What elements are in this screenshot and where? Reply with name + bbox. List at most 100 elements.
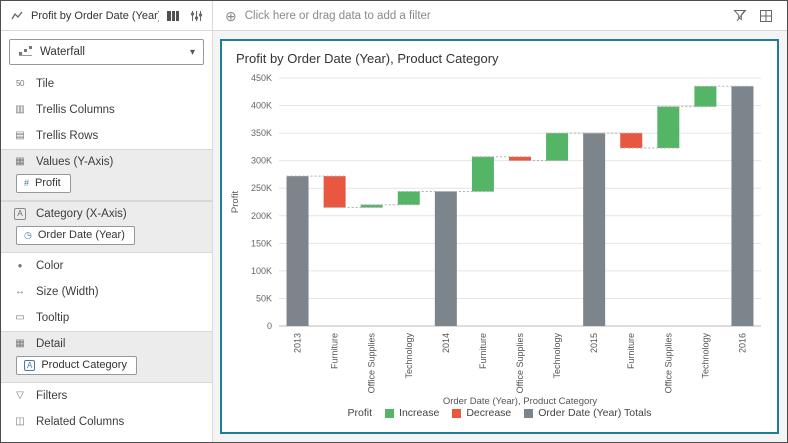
tooltip-icon: ▭: [15, 312, 25, 323]
sidebar-item-size-width[interactable]: ↔ Size (Width): [1, 279, 212, 305]
add-filter-icon[interactable]: ⊕: [225, 7, 237, 24]
filter-bar[interactable]: ⊕ Click here or drag data to add a filte…: [213, 1, 787, 30]
section-label: Category (X-Axis): [36, 208, 127, 220]
properties-panel-toggle-icon[interactable]: [187, 7, 205, 25]
legend-item[interactable]: Order Date (Year) Totals: [524, 407, 651, 419]
legend-label: Decrease: [466, 407, 512, 419]
sidebar-item-label: Related Columns: [36, 416, 125, 428]
legend-title: Profit: [347, 407, 373, 419]
waterfall-type-icon: [18, 45, 33, 59]
legend-label: Increase: [399, 407, 440, 419]
svg-text:2013: 2013: [293, 333, 303, 353]
filters-icon: ▽: [16, 390, 24, 401]
grid-icon: ▦: [15, 338, 25, 349]
svg-text:Office Supplies: Office Supplies: [515, 333, 525, 394]
svg-text:Profit: Profit: [230, 191, 241, 214]
category-pill-row: ◷ Order Date (Year): [1, 226, 212, 247]
viz-type-dropdown[interactable]: Waterfall ▾: [9, 39, 204, 65]
pill-order-date-year[interactable]: ◷ Order Date (Year): [16, 226, 135, 245]
svg-text:2014: 2014: [441, 333, 451, 353]
sidebar-item-filters[interactable]: ▽ Filters: [1, 383, 212, 409]
canvas-layout-icon[interactable]: [757, 7, 775, 25]
sidebar-item-label: Filters: [36, 390, 68, 402]
grammar-panel-toggle-icon[interactable]: [164, 7, 182, 25]
svg-text:Furniture: Furniture: [330, 333, 340, 369]
sidebar-item-trellis-columns[interactable]: ▥ Trellis Columns: [1, 97, 212, 123]
sidebar-item-label: Size (Width): [36, 286, 99, 298]
sidebar-item-label: Trellis Rows: [36, 130, 99, 142]
pill-label: Order Date (Year): [37, 229, 125, 241]
sidebar-item-color[interactable]: ● Color: [1, 253, 212, 279]
svg-text:2015: 2015: [589, 333, 599, 353]
sidebar-item-trellis-rows[interactable]: ▤ Trellis Rows: [1, 123, 212, 149]
sidebar-item-category-x-axis[interactable]: A Category (X-Axis): [1, 202, 212, 226]
svg-text:250K: 250K: [251, 183, 272, 193]
svg-text:Technology: Technology: [552, 333, 562, 379]
sidebar-item-tooltip[interactable]: ▭ Tooltip: [1, 305, 212, 331]
chevron-down-icon: ▾: [189, 46, 195, 58]
svg-text:Furniture: Furniture: [478, 333, 488, 369]
sidebar-item-related-columns[interactable]: ◫ Related Columns: [1, 409, 212, 435]
svg-text:Order Date (Year), Product Cat: Order Date (Year), Product Category: [443, 396, 598, 407]
detail-pill-row: A Product Category: [1, 356, 212, 377]
svg-text:Furniture: Furniture: [626, 333, 636, 369]
chart-legend: Profit Increase Decrease Order Date (Year) …: [222, 407, 777, 419]
svg-text:150K: 150K: [251, 238, 272, 248]
values-pill-row: # Profit: [1, 174, 212, 195]
grid-icon: ▦: [15, 156, 25, 167]
filter-options-icon[interactable]: [731, 7, 749, 25]
pill-product-category[interactable]: A Product Category: [16, 356, 137, 375]
sidebar-item-label: Tooltip: [36, 312, 70, 324]
visualization-canvas[interactable]: Profit by Order Date (Year), Product Cat…: [220, 39, 779, 434]
svg-text:300K: 300K: [251, 156, 272, 166]
legend-swatch-icon: [452, 408, 462, 418]
svg-text:Office Supplies: Office Supplies: [367, 333, 377, 394]
attribute-icon: A: [24, 359, 36, 371]
section-label: Detail: [36, 338, 66, 350]
legend-swatch-icon: [385, 408, 395, 418]
color-icon: ●: [17, 261, 23, 270]
svg-text:200K: 200K: [251, 211, 272, 221]
sidebar-item-label: Trellis Columns: [36, 104, 115, 116]
tile-icon: 50: [16, 79, 24, 88]
svg-text:450K: 450K: [251, 73, 272, 83]
main-area: Profit by Order Date (Year), Product Cat…: [213, 31, 787, 442]
svg-text:2016: 2016: [737, 333, 747, 353]
legend-swatch-icon: [524, 408, 534, 418]
pill-profit[interactable]: # Profit: [16, 174, 71, 193]
legend-item[interactable]: Decrease: [452, 407, 511, 419]
attribute-icon: A: [14, 208, 26, 220]
chart-title: Profit by Order Date (Year), Product Cat…: [236, 51, 499, 66]
trellis-columns-icon: ▥: [15, 104, 25, 115]
grammar-panel: Waterfall ▾ 50 Tile ▥ Trellis Columns ▤ …: [1, 31, 213, 442]
svg-text:100K: 100K: [251, 266, 272, 276]
svg-text:400K: 400K: [251, 101, 272, 111]
svg-text:Office Supplies: Office Supplies: [663, 333, 673, 394]
pill-label: Profit: [35, 177, 61, 189]
section-label: Values (Y-Axis): [36, 156, 114, 168]
clock-icon: ◷: [24, 229, 32, 240]
svg-text:Technology: Technology: [700, 333, 710, 379]
filter-placeholder: Click here or drag data to add a filter: [244, 9, 431, 22]
sidebar-item-tile[interactable]: 50 Tile: [1, 71, 212, 97]
viz-type-label: Waterfall: [40, 46, 85, 58]
sidebar-item-label: Color: [36, 260, 64, 272]
values-section: ▦ Values (Y-Axis) # Profit: [1, 149, 212, 201]
sidebar-item-values-y-axis[interactable]: ▦ Values (Y-Axis): [1, 150, 212, 174]
trellis-rows-icon: ▤: [15, 130, 25, 141]
category-section: A Category (X-Axis) ◷ Order Date (Year): [1, 201, 212, 253]
top-bar: Profit by Order Date (Year), Pr... ⊕ Cli…: [1, 1, 787, 31]
legend-item[interactable]: Increase: [385, 407, 439, 419]
waterfall-chart[interactable]: 0 50K 100K 150K 200K 250K 300K 350K 400K 450K 2013…: [222, 68, 777, 409]
viz-header: Profit by Order Date (Year), Pr...: [1, 1, 213, 30]
svg-text:Technology: Technology: [404, 333, 414, 379]
sidebar-item-label: Tile: [36, 78, 55, 90]
svg-text:0: 0: [267, 321, 272, 331]
svg-text:50K: 50K: [256, 293, 272, 303]
svg-text:350K: 350K: [251, 128, 272, 138]
size-icon: ↔: [15, 286, 25, 297]
detail-section: ▦ Detail A Product Category: [1, 331, 212, 383]
sidebar-item-detail[interactable]: ▦ Detail: [1, 332, 212, 356]
legend-label: Order Date (Year) Totals: [538, 407, 652, 419]
